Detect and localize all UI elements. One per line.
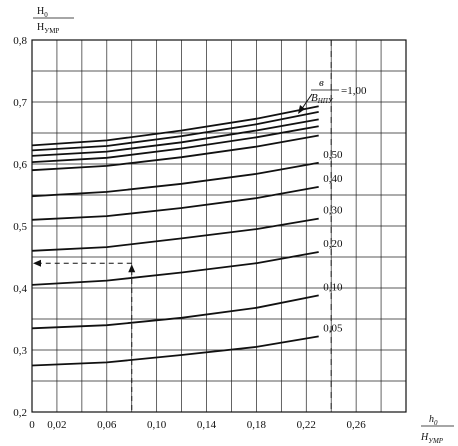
x-axis-title: h0 HУМР bbox=[420, 414, 454, 445]
example-path bbox=[33, 259, 136, 410]
x-tick-label: 0,10 bbox=[147, 419, 167, 431]
x-tick-label: 0,02 bbox=[47, 419, 66, 431]
series-label-4: 0,30 bbox=[323, 205, 343, 217]
legend-pointer-arrowhead bbox=[298, 105, 305, 114]
y-title-den: HУМР bbox=[37, 22, 59, 35]
y-tick-label: 0,3 bbox=[13, 345, 27, 357]
example-arrow-left bbox=[33, 259, 41, 267]
y-tick-label: 0,8 bbox=[13, 35, 27, 47]
series-line-4 bbox=[31, 217, 319, 252]
plot-frame bbox=[31, 39, 407, 413]
y-axis-title: H0 HУМР bbox=[33, 6, 74, 35]
y-tick-label: 0,6 bbox=[13, 159, 27, 171]
example-arrow-up bbox=[128, 264, 136, 273]
series-line-8 bbox=[31, 125, 319, 163]
x-tick-label: 0,18 bbox=[247, 419, 267, 431]
x-tick-label: 0,26 bbox=[347, 419, 367, 431]
legend-eq: =1,00 bbox=[341, 85, 367, 97]
series-lines bbox=[31, 105, 319, 367]
x-tick-label: 0,14 bbox=[197, 419, 217, 431]
series-line-5 bbox=[31, 186, 319, 221]
series-line-1 bbox=[31, 335, 319, 367]
series-labels: 0,05 0,10 0,20 0,30 0,40 0,50 bbox=[323, 149, 343, 335]
series-line-9 bbox=[31, 118, 319, 157]
legend-frac-den: BНПУ bbox=[311, 92, 334, 105]
series-line-7 bbox=[31, 134, 319, 172]
x-title-den: HУМР bbox=[420, 432, 444, 445]
series-label-5: 0,40 bbox=[323, 173, 343, 185]
y-title-num: H0 bbox=[37, 6, 48, 19]
series-line-10 bbox=[31, 111, 319, 152]
series-label-1: 0,05 bbox=[323, 322, 343, 334]
legend-ratio-label: в BНПУ =1,00 bbox=[298, 77, 367, 114]
series-line-2 bbox=[31, 294, 319, 330]
series-line-3 bbox=[31, 251, 319, 286]
x-tick-label: 0 bbox=[29, 419, 35, 431]
series-label-3: 0,20 bbox=[323, 238, 343, 250]
x-tick-label: 0,06 bbox=[97, 419, 117, 431]
x-tick-label: 0,22 bbox=[297, 419, 316, 431]
y-tick-labels: 0,2 0,3 0,4 0,5 0,6 0,7 0,8 bbox=[13, 35, 27, 419]
x-tick-labels: 0 0,02 0,06 0,10 0,14 0,18 0,22 0,26 bbox=[29, 419, 366, 431]
legend-frac-num: в bbox=[319, 77, 324, 89]
series-label-2: 0,10 bbox=[323, 281, 343, 293]
grid-lines bbox=[32, 40, 406, 412]
y-tick-label: 0,2 bbox=[13, 407, 27, 419]
y-tick-label: 0,5 bbox=[13, 221, 27, 233]
series-label-6: 0,50 bbox=[323, 149, 343, 161]
x-title-num: h0 bbox=[429, 414, 438, 427]
series-line-11 bbox=[31, 105, 319, 147]
y-tick-label: 0,7 bbox=[13, 97, 27, 109]
y-tick-label: 0,4 bbox=[13, 283, 27, 295]
series-line-6 bbox=[31, 161, 319, 198]
